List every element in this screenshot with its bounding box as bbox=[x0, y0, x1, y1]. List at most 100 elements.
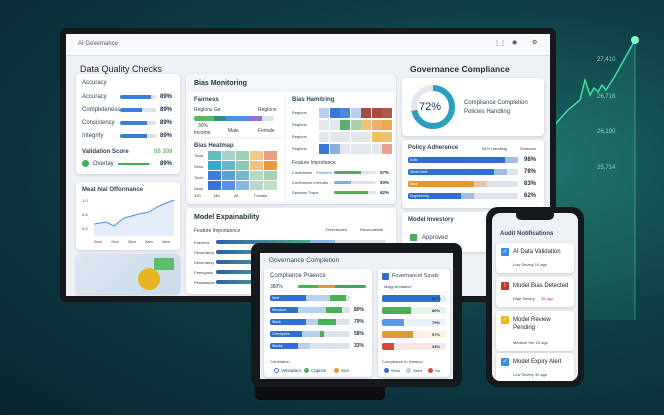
heatmap-cell bbox=[264, 151, 277, 160]
legend-label: Sees bbox=[391, 368, 401, 373]
bias-cell bbox=[329, 144, 340, 154]
tablet-bar-value: 79% bbox=[432, 320, 441, 325]
policy-value: 98% bbox=[524, 157, 537, 163]
heatmap-cell bbox=[250, 161, 263, 170]
bias-cell bbox=[319, 120, 329, 130]
y-tick: 0.5 bbox=[82, 212, 88, 217]
card-title: Model Expainability bbox=[194, 214, 260, 221]
tablet-bar bbox=[270, 295, 350, 301]
heatmap-cell bbox=[250, 171, 263, 180]
importance-bar bbox=[334, 171, 376, 174]
bias-cell bbox=[319, 144, 329, 154]
explainability-subtitle: Feature Importannce bbox=[194, 228, 241, 234]
tablet: Governance Completion Compliance Praence… bbox=[251, 243, 462, 387]
heatmap-cell bbox=[222, 151, 235, 160]
heatmap-cell bbox=[208, 161, 221, 170]
heatmap-cell bbox=[222, 181, 235, 190]
legend-label: Velsadacs bbox=[281, 368, 302, 373]
eye-icon[interactable]: ◉ bbox=[512, 40, 518, 46]
heatmap-footer: 430 bbox=[194, 193, 201, 198]
tablet-bar-value: 33% bbox=[354, 343, 365, 349]
notification-item[interactable]: ✓ AI Data Validation Low Sevety 10 ago bbox=[496, 243, 574, 273]
approved-label: Approved bbox=[422, 235, 448, 241]
legend-item: Diversioned bbox=[326, 227, 348, 232]
app-title: AI Governance bbox=[78, 41, 119, 47]
heatmap-cell bbox=[236, 181, 249, 190]
card-title: Bias Monitoring bbox=[194, 80, 247, 87]
bias-monitoring-card: Bias Monitoring Fairness Regions Ge Regi… bbox=[186, 74, 396, 204]
feature-label: Pannigans bbox=[194, 270, 213, 275]
tablet-bar-value: 80% bbox=[432, 308, 441, 313]
inventory-title: Model Investory bbox=[408, 217, 454, 223]
heatmap-row-label: Tools bbox=[194, 153, 204, 158]
notification-item[interactable]: ✓ Model Expiry Alert Low Severy 30 ago bbox=[496, 353, 574, 381]
approved-icon bbox=[410, 234, 417, 241]
feature-label: Decertancy bbox=[194, 260, 215, 265]
legend-dot bbox=[304, 368, 309, 373]
pencil-icon: ✓ bbox=[501, 316, 509, 324]
legend-dot bbox=[384, 368, 389, 373]
metric-label: Integrity bbox=[82, 133, 104, 139]
heatmap-cell bbox=[264, 181, 277, 190]
importance-tag: Planners bbox=[316, 170, 332, 175]
policy-value: 83% bbox=[524, 181, 537, 187]
bias-cell bbox=[371, 132, 382, 142]
importance-label: Confidence intervals bbox=[292, 180, 329, 185]
x-tick: 4am bbox=[162, 239, 170, 244]
metric-bar bbox=[120, 121, 156, 125]
legend-label: Sun bbox=[341, 368, 350, 373]
bias-cell bbox=[350, 108, 361, 118]
chart-label: 27,410 bbox=[597, 57, 616, 63]
notification-meta-highlight: 35 ago bbox=[541, 296, 554, 301]
heatmap-cell bbox=[222, 161, 235, 170]
tablet-bar-value: 80% bbox=[354, 307, 365, 313]
x-tick: 2am bbox=[94, 239, 102, 244]
performance-line-chart bbox=[94, 199, 175, 236]
policy-label: Base bbox=[410, 182, 418, 186]
finance-illustration bbox=[76, 254, 180, 294]
legend-dot bbox=[428, 368, 433, 373]
heatmap-row-label: Sens bbox=[194, 164, 204, 169]
policy-label: Engineering bbox=[410, 194, 429, 198]
feature-label: Persistance bbox=[194, 280, 215, 285]
heatmap-cell bbox=[236, 151, 249, 160]
policy-bar bbox=[408, 157, 518, 163]
chart-label: 26,190 bbox=[597, 129, 616, 135]
grid-icon[interactable]: ⋮⋮ bbox=[494, 41, 506, 47]
notification-meta: High Severy bbox=[513, 296, 535, 301]
phone: Audit Notifications ✓ AI Data Validation… bbox=[486, 207, 584, 387]
importance-value: 62% bbox=[380, 190, 390, 195]
bias-cell bbox=[329, 132, 340, 142]
x-tick: 3am bbox=[128, 239, 136, 244]
feature-label: Fairness bbox=[194, 240, 210, 245]
metric-bar bbox=[120, 134, 156, 138]
heatmap-footer: Mix bbox=[214, 193, 221, 198]
legend-label: Str bbox=[435, 368, 441, 373]
add-button[interactable] bbox=[382, 273, 389, 280]
fairness-right-label: Regions bbox=[258, 107, 277, 113]
validation-value: 88 309 bbox=[154, 149, 173, 155]
importance-value: 93% bbox=[380, 180, 390, 185]
bias-cell bbox=[371, 108, 382, 118]
notification-meta: Medium Ser 10 ago bbox=[513, 340, 548, 345]
metric-value: 89% bbox=[160, 120, 173, 126]
policy-bar bbox=[408, 181, 518, 187]
gear-icon[interactable]: ⚙ bbox=[532, 40, 538, 46]
fairness-label: Female bbox=[258, 128, 275, 134]
metric-value: 89% bbox=[160, 133, 173, 139]
policy-bar bbox=[408, 193, 518, 199]
notification-item[interactable]: ! Model Bias Detected High Severy 35 ago bbox=[496, 277, 574, 307]
tablet-bar bbox=[270, 319, 350, 325]
legend-dot bbox=[334, 368, 339, 373]
y-tick: 0.0 bbox=[82, 226, 88, 231]
heatmap-cell bbox=[264, 161, 277, 170]
tablet-bar bbox=[270, 331, 350, 337]
metric-bar bbox=[120, 95, 156, 99]
phone-screen: Audit Notifications ✓ AI Data Validation… bbox=[492, 213, 578, 381]
notification-item[interactable]: ✓ Model Review Pending Medium Ser 10 ago bbox=[496, 311, 574, 351]
policy-header: 84% Handling bbox=[482, 146, 507, 151]
heatmap-footer: All bbox=[234, 193, 239, 198]
banknote-icon bbox=[154, 258, 174, 270]
tablet-filter[interactable]: Magy Arhitation bbox=[384, 284, 412, 289]
heatmap-cell bbox=[222, 171, 235, 180]
